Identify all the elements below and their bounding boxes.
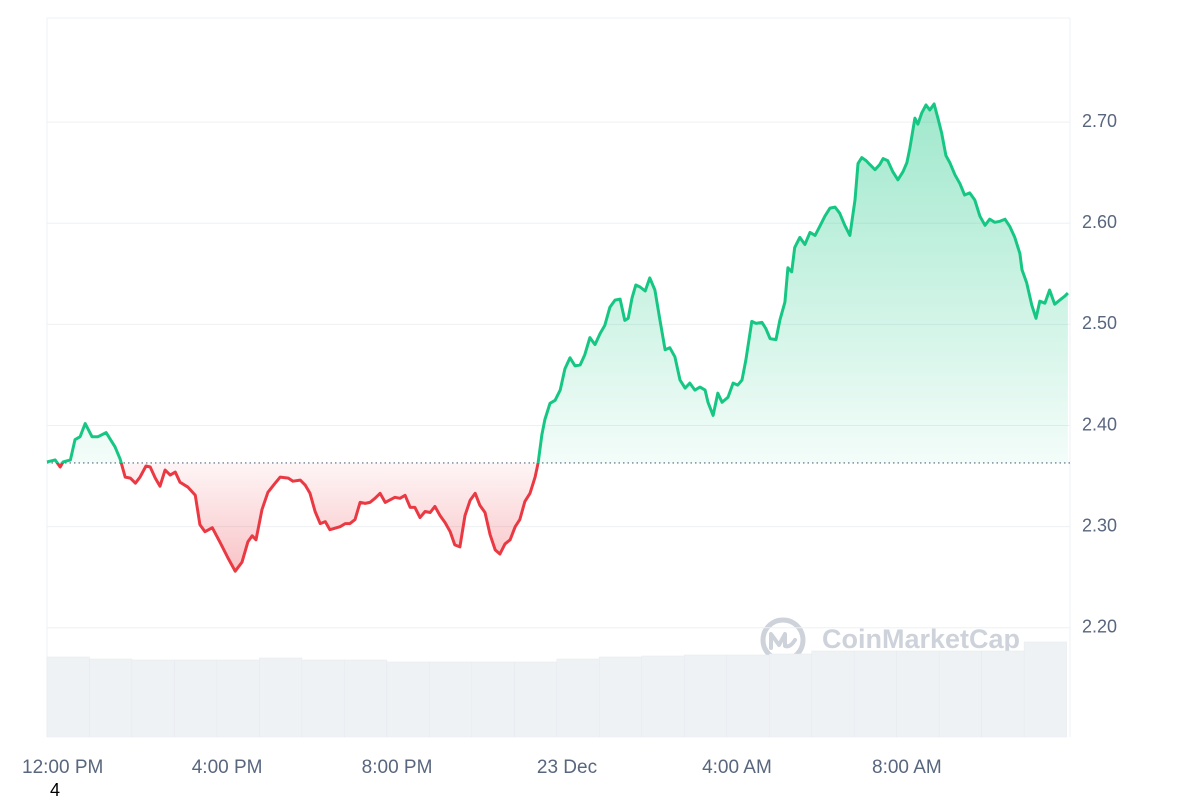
volume-bar xyxy=(641,655,685,738)
y-tick-label: 2.70 xyxy=(1082,111,1117,131)
volume-bar xyxy=(556,658,600,738)
x-tick-label: 4:00 AM xyxy=(702,757,772,778)
volume-bar xyxy=(216,659,260,738)
volume-bar xyxy=(726,654,770,738)
volume-bar xyxy=(301,659,345,738)
price-area xyxy=(47,104,1068,572)
volume-bar xyxy=(981,650,1025,738)
volume-bar xyxy=(896,650,940,738)
volume-bar xyxy=(768,653,812,738)
y-tick-label: 2.40 xyxy=(1082,414,1117,434)
price-line xyxy=(46,102,1069,573)
volume-bar xyxy=(599,656,643,738)
x-tick-label: 8:00 AM xyxy=(872,757,942,778)
volume-bar xyxy=(853,650,897,738)
y-tick-label: 2.30 xyxy=(1082,515,1117,535)
volume-bar xyxy=(386,661,430,738)
corner-label: 4 xyxy=(50,780,60,800)
x-tick-label: 12:00 PM xyxy=(22,757,103,778)
volume-bar xyxy=(174,659,218,738)
volume-bar xyxy=(811,650,855,738)
volume-bar xyxy=(46,656,90,738)
volume-bar xyxy=(514,661,558,738)
volume-bar xyxy=(471,661,515,738)
volume-bar xyxy=(89,658,133,738)
volume-bar xyxy=(259,657,303,738)
x-tick-label: 8:00 PM xyxy=(362,757,433,778)
volume-bar xyxy=(1023,641,1067,738)
y-tick-label: 2.60 xyxy=(1082,212,1117,232)
y-tick-label: 2.50 xyxy=(1082,313,1117,333)
volume-bar xyxy=(684,654,727,738)
volume-bar xyxy=(131,659,175,738)
x-tick-label: 4:00 PM xyxy=(192,757,263,778)
volume-bar xyxy=(429,661,473,738)
y-tick-label: 2.20 xyxy=(1082,617,1117,637)
volume-bar xyxy=(938,650,982,738)
watermark-text: CoinMarketCap xyxy=(822,624,1020,654)
x-tick-label: 23 Dec xyxy=(537,757,597,778)
volume-bar xyxy=(344,659,388,738)
